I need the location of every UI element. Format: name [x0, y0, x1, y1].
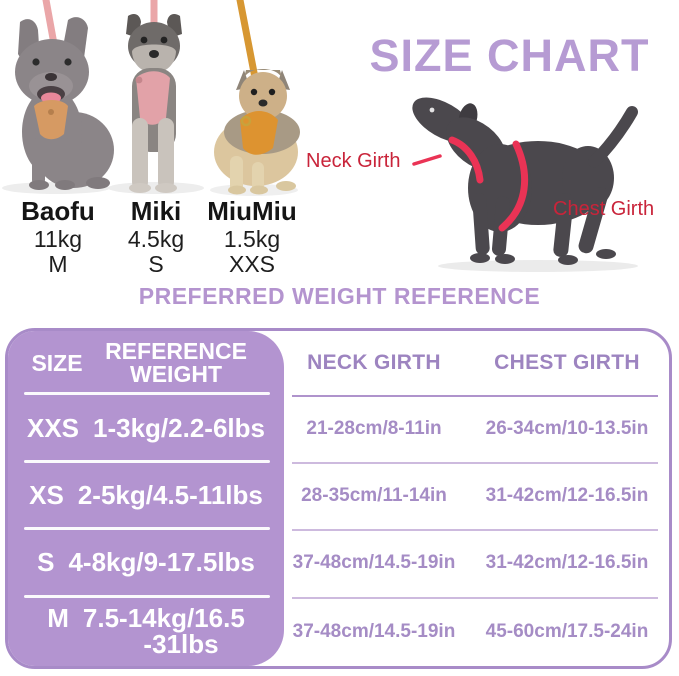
neck-girth-value: 21-28cm/8-11in — [306, 417, 442, 439]
weight-value: 2-5kg/4.5-11lbs — [77, 479, 263, 510]
header-line: WEIGHT — [130, 361, 222, 387]
chest-girth-value: 45-60cm/17.5-24in — [485, 620, 649, 642]
neck-girth-value: 37-48cm/14.5-19in — [292, 552, 456, 573]
weight-value-cont: -31lbs — [143, 628, 219, 659]
french-bulldog-illustration — [15, 17, 114, 190]
size-weight-panel — [8, 331, 284, 666]
table-row-size-weight: S 4-8kg/9-17.5lbs — [12, 529, 280, 597]
dog-size: XXS — [228, 251, 276, 278]
dog-weight: 4.5kg — [127, 226, 185, 252]
dog-caption-miki: Miki 4.5kg S — [112, 198, 200, 276]
table-row-size-weight: XS 2-5kg/4.5-11lbs — [12, 462, 280, 529]
column-header-size: SIZE — [31, 349, 83, 376]
dog-captions: Baofu 11kg M Miki 4.5kg S MiuMiu 1.5kg X… — [0, 198, 312, 276]
size-value: XS — [29, 479, 64, 510]
weight-value: 1-3kg/2.2-6lbs — [93, 412, 265, 443]
neck-girth-band — [448, 136, 484, 184]
dog-caption-miumiu: MiuMiu 1.5kg XXS — [202, 198, 302, 276]
dog-weight: 11kg — [33, 226, 83, 252]
schnauzer-illustration — [126, 14, 182, 193]
weight-value: 4-8kg/9-17.5lbs — [68, 547, 255, 578]
chest-girth-label: Chest Girth — [553, 198, 655, 220]
divider — [24, 595, 270, 598]
yorkie-illustration — [214, 69, 300, 195]
weight-value: 7.5-14kg/16.5 — [82, 603, 245, 634]
column-header-chest-girth: CHEST GIRTH — [494, 351, 640, 374]
column-header-neck-girth: NECK GIRTH — [307, 351, 441, 374]
header-line: REFERENCE — [105, 338, 247, 364]
harness — [34, 100, 68, 140]
dogs-photo — [2, 0, 300, 196]
page-title: SIZE CHART — [369, 30, 650, 81]
neck-label-pointer — [412, 154, 442, 166]
divider — [24, 392, 270, 395]
neck-girth-value: 37-48cm/14.5-19in — [292, 620, 456, 642]
chest-girth-value: 26-34cm/10-13.5in — [485, 417, 649, 439]
dog-weight: 1.5kg — [223, 226, 281, 252]
dog-caption-baofu: Baofu 11kg M — [8, 198, 108, 276]
divider — [24, 460, 270, 463]
divider — [24, 527, 270, 530]
neck-girth-value: 28-35cm/11-14in — [301, 484, 447, 506]
table-row-size-weight: M 7.5-14kg/16.5 -31lbs — [12, 597, 280, 666]
divider — [292, 462, 658, 464]
harness — [136, 71, 170, 125]
divider — [292, 395, 658, 397]
dog-name: Miki — [130, 196, 182, 226]
shadow — [438, 260, 638, 272]
size-table: SIZE REFERENCE WEIGHT NECK GIRTH CHEST G… — [5, 328, 672, 669]
dog-name: Baofu — [21, 196, 95, 226]
dog-size: M — [48, 251, 68, 278]
divider — [292, 597, 658, 599]
dog-measurement-silhouette — [412, 97, 638, 272]
section-heading: PREFERRED WEIGHT REFERENCE — [138, 283, 541, 309]
column-header-reference-weight: REFERENCE WEIGHT — [90, 337, 262, 389]
size-value: XXS — [26, 412, 80, 443]
table-row-size-weight: XXS 1-3kg/2.2-6lbs — [12, 395, 280, 462]
chest-girth-value: 31-42cm/12-16.5in — [485, 484, 649, 506]
dog-name: MiuMiu — [207, 196, 297, 226]
divider — [292, 529, 658, 531]
eye-dot — [429, 107, 435, 113]
size-value: S — [37, 547, 55, 578]
chest-girth-band — [498, 140, 529, 232]
neck-girth-label: Neck Girth — [306, 150, 401, 172]
chest-girth-value: 31-42cm/12-16.5in — [485, 552, 649, 573]
size-value: M — [47, 603, 69, 634]
dog-size: S — [148, 251, 164, 278]
